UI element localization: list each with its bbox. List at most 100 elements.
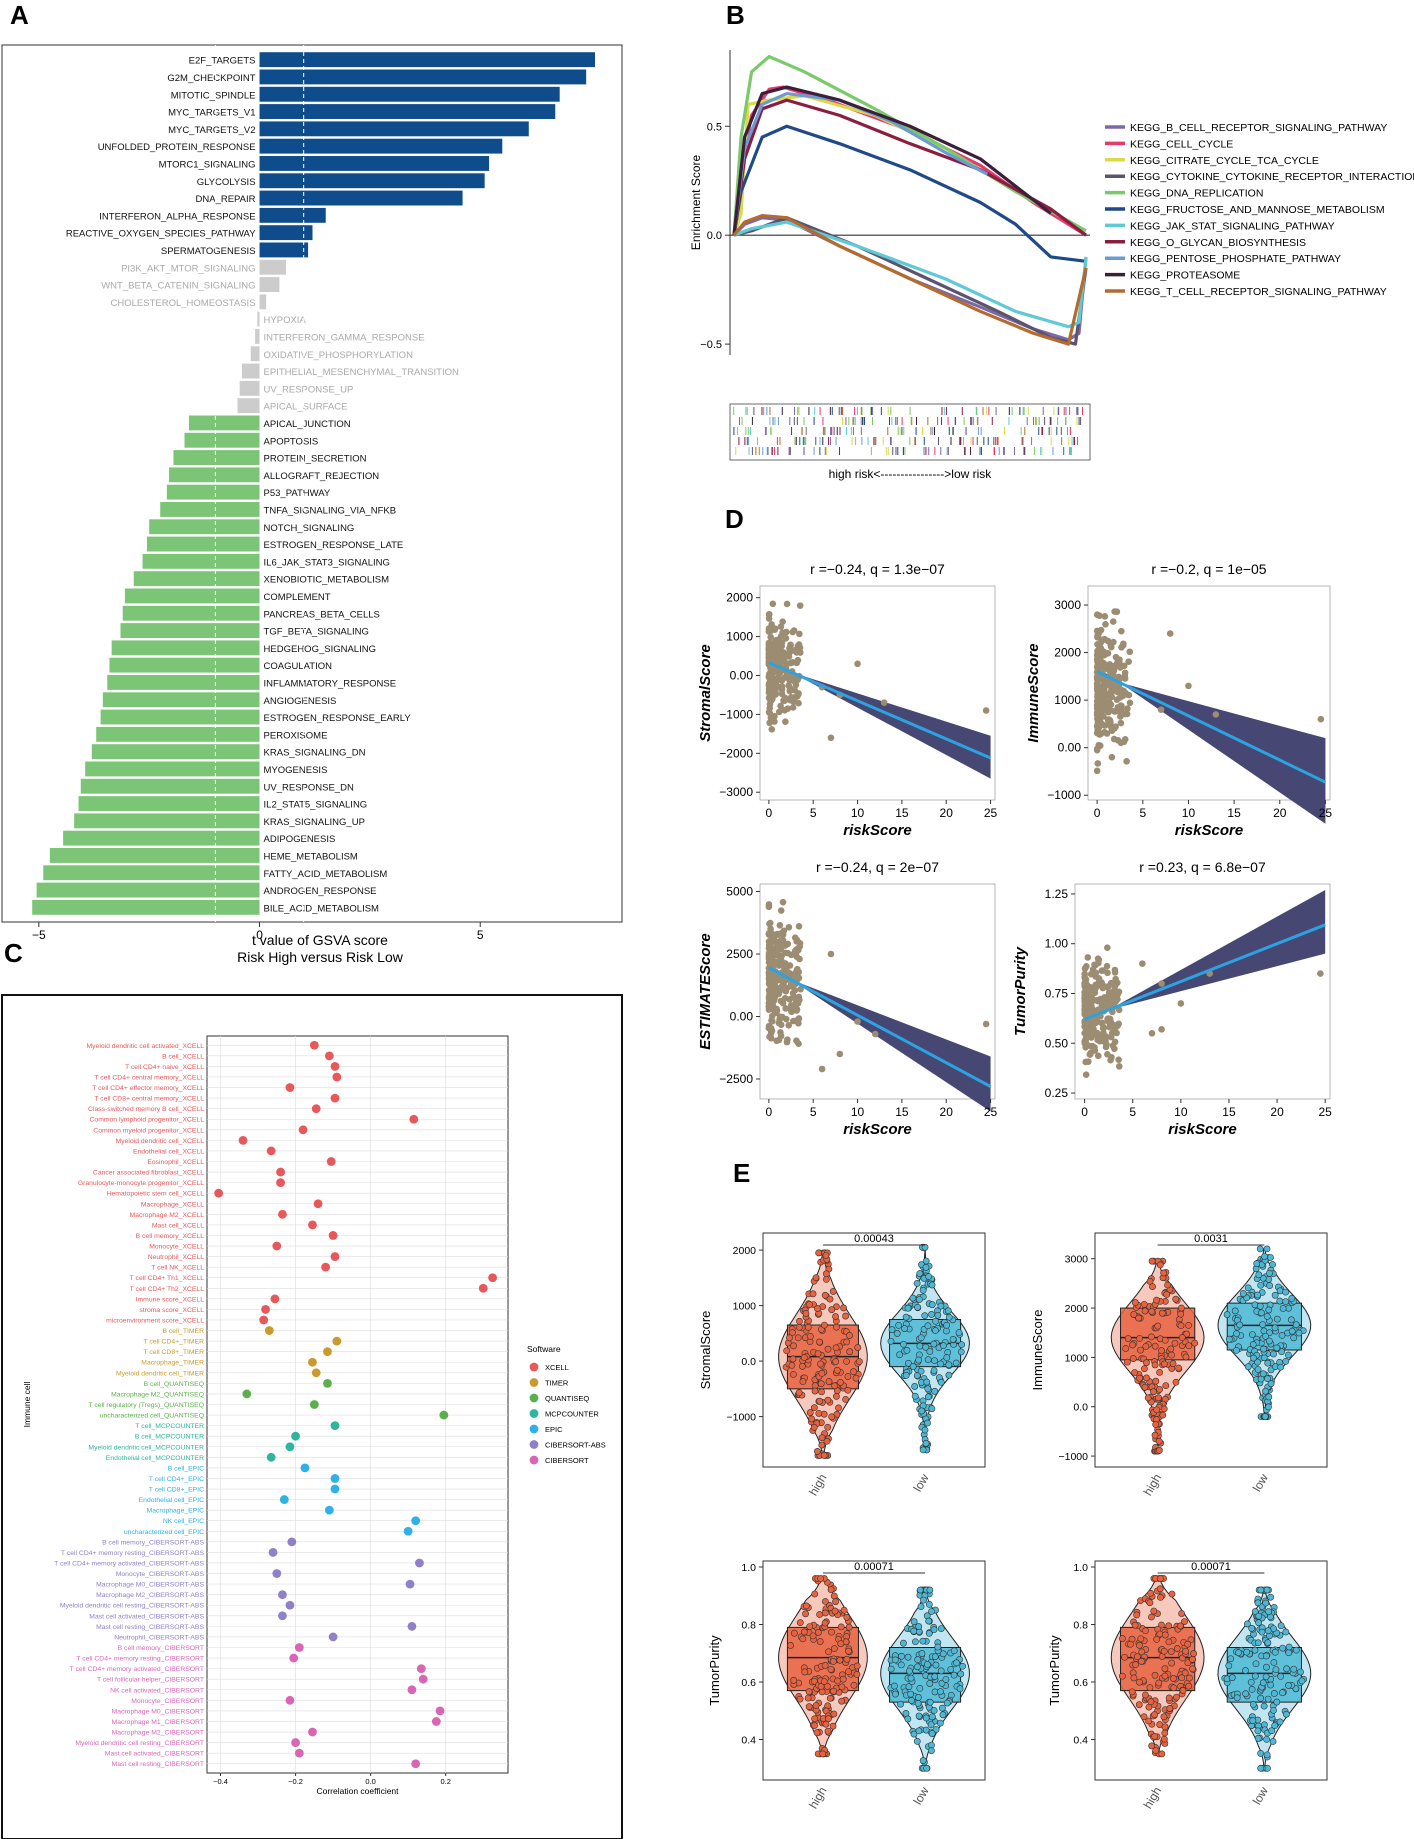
high-point <box>824 1423 832 1431</box>
high-point <box>1149 1283 1156 1290</box>
panel-label-c: C <box>4 938 23 968</box>
y-tick-label: 0.4 <box>741 1735 756 1747</box>
low-point <box>1251 1672 1259 1680</box>
low-point <box>919 1757 927 1764</box>
low-point <box>1244 1284 1252 1292</box>
high-point <box>812 1274 820 1281</box>
high-point <box>1152 1747 1160 1754</box>
x-tick-label: 0 <box>766 806 773 820</box>
high-point <box>1172 1295 1180 1303</box>
bar-label: BILE_ACID_METABOLISM <box>264 903 380 914</box>
low-point <box>1254 1291 1261 1299</box>
low-point <box>927 1721 935 1729</box>
correlation-point <box>272 1569 282 1578</box>
data-point <box>778 677 786 684</box>
data-point <box>1093 655 1101 663</box>
low-point <box>906 1667 913 1675</box>
low-point <box>919 1637 927 1645</box>
data-point <box>779 931 787 938</box>
cell-label: Mast cell activated_CIBERSORT <box>105 1751 204 1758</box>
low-point <box>1264 1359 1272 1367</box>
legend-label: KEGG_CITRATE_CYCLE_TCA_CYCLE <box>1130 155 1319 167</box>
high-point <box>836 1656 844 1664</box>
correlation-point <box>411 1516 421 1526</box>
x-tick-label: 25 <box>984 806 998 820</box>
data-point <box>779 936 786 944</box>
regression-line <box>1084 923 1326 1021</box>
low-point <box>1263 1312 1271 1320</box>
cell-label: Monocyte_CIBERSORT-ABS <box>116 1571 205 1578</box>
high-point <box>856 1358 863 1365</box>
low-point <box>1277 1673 1285 1680</box>
bar-label: INFLAMMATORY_RESPONSE <box>264 678 397 689</box>
low-point <box>1254 1366 1262 1373</box>
x-tick-label: low <box>1250 1471 1271 1494</box>
high-point <box>828 1413 836 1421</box>
data-point <box>1101 613 1109 620</box>
y-tick-label: 0.75 <box>1045 986 1069 1000</box>
data-point <box>871 1030 879 1038</box>
high-point <box>822 1720 830 1728</box>
data-point <box>1102 1036 1109 1044</box>
high-point <box>1136 1678 1143 1686</box>
low-point <box>955 1329 963 1337</box>
high-point <box>827 1586 835 1593</box>
low-point <box>901 1325 908 1332</box>
x-axis-title: riskScore <box>1168 1121 1236 1138</box>
low-point <box>928 1281 936 1289</box>
y-tick-label: 0.00 <box>730 668 754 682</box>
high-point <box>1148 1308 1156 1315</box>
bar <box>237 398 260 414</box>
low-point <box>1261 1413 1269 1420</box>
low-point <box>1235 1649 1242 1657</box>
low-point <box>939 1342 947 1350</box>
pvalue-label: 0.00043 <box>854 1233 894 1245</box>
data-point <box>1117 713 1124 720</box>
high-point <box>852 1374 860 1382</box>
bar <box>120 623 260 638</box>
high-point <box>1124 1335 1132 1342</box>
low-point <box>1267 1681 1274 1689</box>
high-point <box>805 1688 813 1696</box>
high-point <box>813 1448 821 1455</box>
x-tick-label: 10 <box>851 1105 865 1119</box>
high-point <box>1157 1575 1164 1582</box>
data-point <box>770 991 777 999</box>
low-point <box>1283 1665 1290 1673</box>
high-point <box>1167 1648 1175 1655</box>
low-point <box>907 1674 915 1682</box>
low-point <box>1265 1608 1273 1616</box>
plot-frame <box>1094 1232 1328 1468</box>
low-point <box>897 1661 905 1669</box>
x-tick-label: 0 <box>256 928 263 942</box>
data-point <box>777 907 785 914</box>
cell-label: T cell CD4+ memory activated_CIBERSORT <box>70 1666 204 1673</box>
y-axis-title: ImmuneScore <box>1030 1310 1045 1391</box>
correlation-point <box>309 1400 319 1409</box>
high-point <box>1146 1684 1154 1692</box>
high-point <box>830 1710 838 1718</box>
correlation-point <box>332 1072 342 1082</box>
high-point <box>843 1357 850 1365</box>
x-tick-label: 5 <box>810 806 817 820</box>
data-point <box>796 955 803 963</box>
data-point <box>1106 660 1114 668</box>
high-point <box>1153 1635 1161 1643</box>
high-point <box>1158 1750 1166 1758</box>
cell-label: T cell CD4+ Th2_XCELL <box>130 1286 205 1293</box>
low-point <box>923 1764 931 1772</box>
bar <box>259 121 529 137</box>
high-point <box>1151 1361 1159 1369</box>
low-point <box>900 1340 907 1348</box>
y-tick-label: 3000 <box>1065 1254 1089 1266</box>
correlation-point <box>324 1505 334 1515</box>
high-point <box>821 1662 829 1669</box>
low-point <box>924 1356 932 1364</box>
cell-label: T cell CD4+ central memory_XCELL <box>94 1074 204 1081</box>
legend-label: TIMER <box>545 1379 569 1388</box>
low-point <box>930 1626 938 1634</box>
data-point <box>791 947 799 955</box>
x-tick-label: −5 <box>32 928 46 942</box>
data-point <box>1115 673 1123 681</box>
data-point <box>767 633 774 641</box>
